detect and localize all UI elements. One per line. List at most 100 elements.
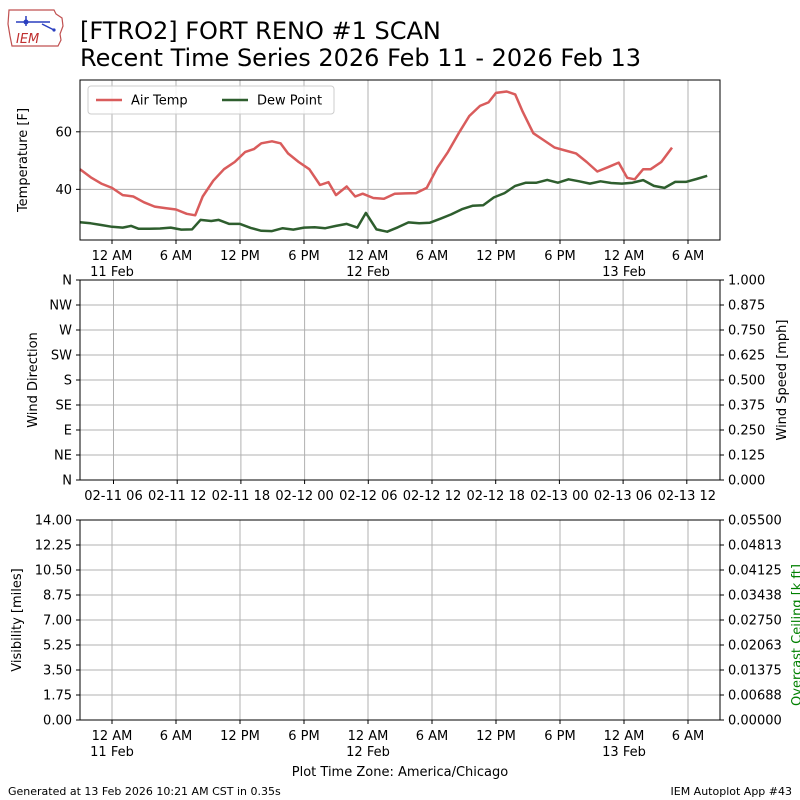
p3-x-tick-sublabel: 12 Feb [346, 745, 390, 760]
wind-panel: N 0.000 NE 0.125 E 0.250 SE 0.375 S 0.500 SW 0.625 W… [26, 274, 790, 505]
iem-logo: IEM [6, 6, 66, 50]
p3-y2-tick-label: 0.03438 [728, 589, 782, 604]
p3-y-tick-label: 10.50 [35, 564, 72, 579]
p3-y2-tick-label: 0.00688 [728, 689, 782, 704]
p2-y2-tick-label: 0.875 [728, 299, 765, 314]
p1-x-tick-label: 12 AM [92, 249, 133, 264]
p2-y-axis-label: Wind Direction [26, 332, 41, 428]
p3-y2-axis-label: Overcast Ceiling [k ft] [790, 564, 800, 706]
p2-x-tick-label: 02-12 18 [466, 489, 524, 504]
p3-x-tick-label: 6 AM [672, 729, 705, 744]
iowa-outline-icon: IEM [7, 9, 64, 47]
p2-x-tick-label: 02-11 06 [84, 489, 142, 504]
legend-box [87, 85, 335, 115]
legend-label: Dew Point [257, 94, 322, 109]
p3-y-tick-label: 8.75 [43, 589, 72, 604]
p1-x-tick-sublabel: 11 Feb [90, 265, 134, 280]
p3-x-tick-sublabel: 13 Feb [602, 745, 646, 760]
p3-y2-tick-label: 0.04813 [728, 539, 782, 554]
p1-x-tick-label: 12 AM [348, 249, 389, 264]
p2-y2-tick-label: 0.125 [728, 449, 765, 464]
visibility-ceiling-panel: 0.00 0.00000 1.75 0.00688 3.50 0.01375 5.25 0.0… [10, 514, 800, 781]
p3-y2-tick-label: 0.01375 [728, 664, 782, 679]
p3-y2-tick-label: 0.02750 [728, 614, 782, 629]
p3-x-tick-label: 6 PM [288, 729, 319, 744]
p3-y2-tick-label: 0.00000 [728, 714, 782, 729]
p3-y-tick-label: 3.50 [43, 664, 72, 679]
p1-x-tick-label: 12 AM [604, 249, 645, 264]
p3-x-tick-label: 12 AM [604, 729, 645, 744]
p2-y-tick-label: E [64, 424, 72, 439]
p3-y-tick-label: 0.00 [43, 714, 72, 729]
p2-x-tick-label: 02-11 12 [148, 489, 206, 504]
p2-x-tick-label: 02-12 12 [403, 489, 461, 504]
generated-footer: Generated at 13 Feb 2026 10:21 AM CST in… [8, 785, 281, 798]
p3-x-tick-label: 12 AM [92, 729, 133, 744]
p3-y2-tick-label: 0.02063 [728, 639, 782, 654]
air-temp-line [79, 90, 674, 217]
legend: Air Temp Dew Point [87, 85, 335, 115]
p2-y2-tick-label: 0.625 [728, 349, 765, 364]
p3-y2-tick-label: 0.05500 [728, 514, 782, 529]
chart-subtitle: Recent Time Series 2026 Feb 11 - 2026 Fe… [80, 44, 642, 72]
p1-x-tick-label: 12 PM [220, 249, 260, 264]
p2-y-tick-label: W [59, 324, 72, 339]
p2-x-tick-label: 02-12 06 [339, 489, 397, 504]
p2-y2-tick-label: 0.750 [728, 324, 765, 339]
p3-y-tick-label: 12.25 [35, 539, 72, 554]
p1-x-tick-label: 12 PM [476, 249, 516, 264]
p2-x-tick-label: 02-13 12 [658, 489, 716, 504]
p2-y2-axis-label: Wind Speed [mph] [775, 320, 790, 441]
p2-y-tick-label: S [64, 374, 72, 389]
chart-title: [FTRO2] FORT RENO #1 SCAN [80, 17, 441, 45]
p1-frame [79, 79, 721, 241]
p3-x-tick-label: 6 AM [160, 729, 193, 744]
p3-y-axis-label: Visibility [miles] [10, 568, 25, 671]
p3-x-tick-sublabel: 11 Feb [90, 745, 134, 760]
p2-y-tick-label: SE [56, 399, 72, 414]
p3-x-tick-label: 12 PM [220, 729, 260, 744]
p3-x-tick-label: 12 AM [348, 729, 389, 744]
p2-y2-tick-label: 1.000 [728, 274, 765, 289]
legend-label: Air Temp [131, 94, 188, 109]
p2-frame [79, 279, 721, 481]
p1-x-tick-sublabel: 12 Feb [346, 265, 390, 280]
p1-y-axis-label: Temperature [F] [16, 108, 31, 213]
p3-x-axis-label: Plot Time Zone: America/Chicago [292, 765, 508, 780]
logo-text: IEM [16, 32, 39, 47]
p1-x-tick-label: 6 AM [672, 249, 705, 264]
p3-y-tick-label: 5.25 [43, 639, 72, 654]
p2-y-tick-label: N [62, 474, 72, 489]
p2-y-tick-label: NE [54, 449, 72, 464]
p2-y2-tick-label: 0.375 [728, 399, 765, 414]
p1-x-tick-label: 6 AM [160, 249, 193, 264]
p2-y2-tick-label: 0.000 [728, 474, 765, 489]
p3-y-tick-label: 14.00 [35, 514, 72, 529]
p2-y2-tick-label: 0.500 [728, 374, 765, 389]
p2-x-tick-label: 02-11 18 [212, 489, 270, 504]
p3-x-tick-label: 6 PM [544, 729, 575, 744]
p2-y2-tick-label: 0.250 [728, 424, 765, 439]
p2-y-tick-label: N [62, 274, 72, 289]
p3-y-tick-label: 7.00 [43, 614, 72, 629]
p2-x-tick-label: 02-13 06 [594, 489, 652, 504]
dew-point-line [79, 174, 708, 233]
p3-x-tick-label: 6 AM [416, 729, 449, 744]
p2-x-tick-label: 02-12 00 [275, 489, 333, 504]
p1-y-tick-label: 60 [55, 125, 72, 140]
p1-y-tick-label: 40 [55, 183, 72, 198]
p3-y-tick-label: 1.75 [43, 689, 72, 704]
p3-frame [79, 519, 721, 721]
p3-y2-tick-label: 0.04125 [728, 564, 782, 579]
p2-y-tick-label: SW [51, 349, 72, 364]
p2-y-tick-label: NW [49, 299, 72, 314]
p3-x-tick-label: 12 PM [476, 729, 516, 744]
p1-x-tick-sublabel: 13 Feb [602, 265, 646, 280]
app-footer: IEM Autoplot App #43 [670, 785, 793, 798]
p1-x-tick-label: 6 PM [544, 249, 575, 264]
p2-x-tick-label: 02-13 00 [530, 489, 588, 504]
p1-x-tick-label: 6 AM [416, 249, 449, 264]
p1-x-tick-label: 6 PM [288, 249, 319, 264]
